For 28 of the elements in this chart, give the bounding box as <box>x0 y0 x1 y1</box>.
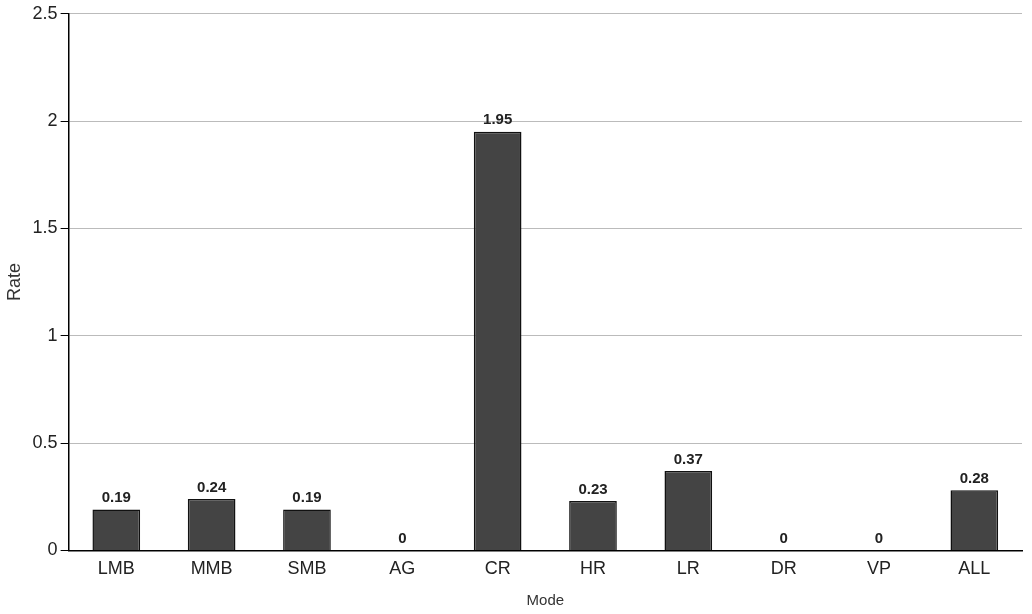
x-tick-label: SMB <box>287 558 327 579</box>
y-tick-label: 2 <box>47 110 58 131</box>
data-label: 0.24 <box>197 477 227 495</box>
data-label: 0 <box>398 529 407 547</box>
data-label: 1.95 <box>483 110 513 128</box>
y-tick-label: 0.5 <box>32 432 58 453</box>
data-label: 0 <box>874 529 884 547</box>
data-label: 0.19 <box>101 488 131 506</box>
data-label: 0.37 <box>673 449 703 467</box>
x-tick-label: LMB <box>97 558 135 579</box>
x-tick-label: MMB <box>190 558 233 579</box>
x-tick-label: LR <box>676 558 700 579</box>
x-tick-label: AG <box>389 558 416 579</box>
data-label: 0.28 <box>959 468 989 486</box>
y-tick-label: 0 <box>47 539 58 560</box>
y-tick-label: 1.5 <box>32 217 58 238</box>
data-label: 0.19 <box>292 488 322 506</box>
x-tick-label: CR <box>484 558 511 579</box>
x-axis-title: Mode <box>526 591 565 609</box>
x-tick-label: ALL <box>958 558 991 579</box>
data-label: 0.23 <box>578 479 608 497</box>
y-tick-label: 2.5 <box>32 2 58 23</box>
y-axis-title: Rate <box>3 263 24 302</box>
x-tick-label: VP <box>866 558 891 579</box>
data-label: 0 <box>779 529 788 547</box>
y-tick-label: 1 <box>47 324 58 345</box>
x-tick-label: DR <box>770 558 797 579</box>
x-tick-label: HR <box>579 558 606 579</box>
